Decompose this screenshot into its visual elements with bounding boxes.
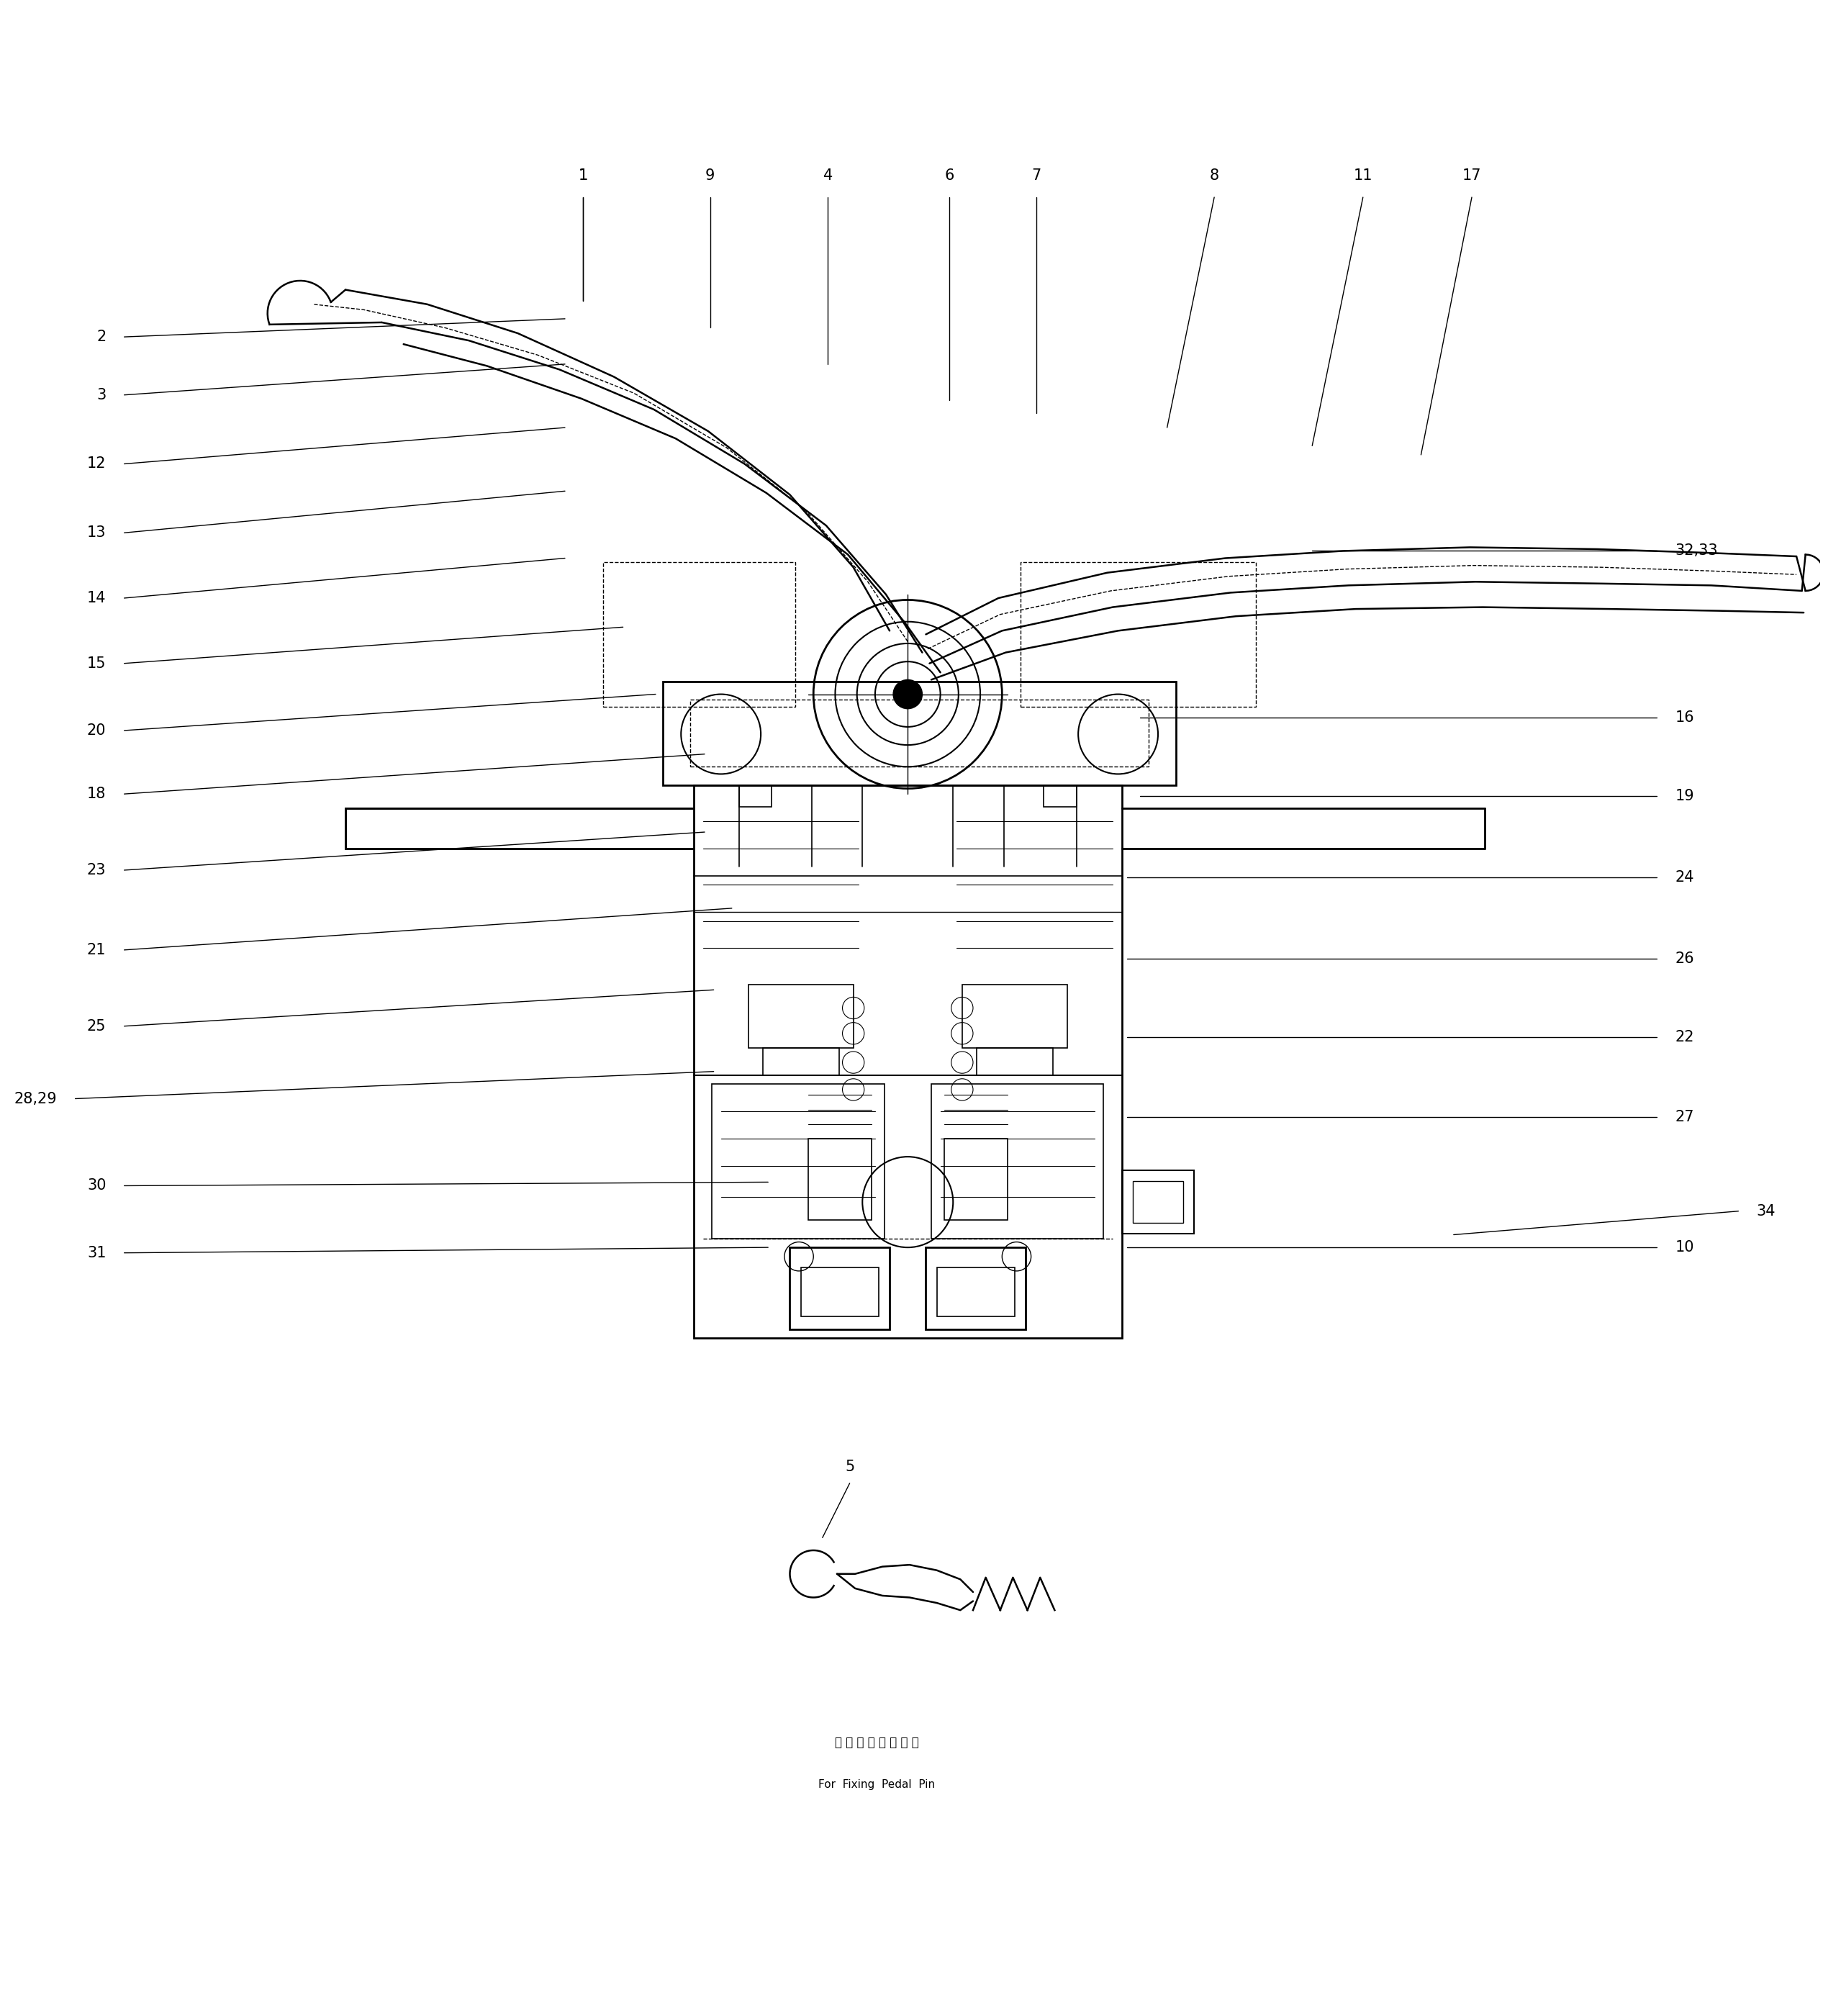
Text: 10: 10	[1675, 1240, 1694, 1254]
Bar	[1132, 1181, 1183, 1224]
Text: 15: 15	[88, 655, 106, 671]
Bar	[1121, 1171, 1194, 1234]
Bar	[346, 808, 695, 849]
Bar	[800, 1268, 879, 1316]
Text: 6: 6	[944, 169, 953, 183]
Bar	[977, 1048, 1054, 1075]
Text: 21: 21	[88, 943, 106, 958]
Text: 34: 34	[1757, 1204, 1776, 1218]
Circle shape	[893, 679, 922, 710]
Text: 14: 14	[88, 591, 106, 605]
Bar	[603, 562, 795, 708]
Text: 20: 20	[88, 724, 106, 738]
Text: 9: 9	[706, 169, 715, 183]
Text: ペ ダ ル ピ ン 固 定 用: ペ ダ ル ピ ン 固 定 用	[835, 1736, 919, 1750]
Text: 32,33: 32,33	[1675, 544, 1717, 558]
Text: 31: 31	[88, 1246, 106, 1260]
Text: 11: 11	[1353, 169, 1373, 183]
Text: 26: 26	[1675, 952, 1694, 966]
Bar	[711, 1085, 884, 1238]
Text: 7: 7	[1032, 169, 1041, 183]
Bar	[695, 784, 1121, 1339]
Bar	[937, 1268, 1015, 1316]
Text: 19: 19	[1675, 788, 1694, 802]
Text: 23: 23	[88, 863, 106, 877]
Text: For  Fixing  Pedal  Pin: For Fixing Pedal Pin	[819, 1778, 935, 1790]
Text: 1: 1	[578, 169, 587, 183]
Text: 2: 2	[97, 331, 106, 345]
Text: 1: 1	[578, 169, 587, 183]
Bar	[944, 1139, 1008, 1220]
Text: 3: 3	[97, 387, 106, 401]
Text: 16: 16	[1675, 710, 1694, 726]
Bar	[664, 681, 1176, 784]
Text: 24: 24	[1675, 871, 1694, 885]
Bar	[691, 700, 1148, 766]
Text: 25: 25	[88, 1018, 106, 1034]
Text: 27: 27	[1675, 1109, 1694, 1125]
Text: 8: 8	[1209, 169, 1220, 183]
Text: 17: 17	[1462, 169, 1482, 183]
Bar	[789, 1248, 890, 1329]
Text: 18: 18	[88, 786, 106, 800]
Bar	[1021, 562, 1256, 708]
Text: 28,29: 28,29	[15, 1091, 57, 1107]
Bar	[932, 1085, 1103, 1238]
Bar	[963, 984, 1066, 1048]
Text: 12: 12	[88, 458, 106, 472]
Text: 13: 13	[88, 526, 106, 540]
Bar	[926, 1248, 1026, 1329]
Bar	[808, 1139, 871, 1220]
Text: 22: 22	[1675, 1030, 1694, 1044]
Bar	[762, 1048, 839, 1075]
Bar	[738, 784, 771, 806]
Bar	[1045, 784, 1076, 806]
Text: 4: 4	[824, 169, 833, 183]
Bar	[747, 984, 853, 1048]
Text: 5: 5	[844, 1460, 855, 1474]
Text: 30: 30	[88, 1179, 106, 1193]
